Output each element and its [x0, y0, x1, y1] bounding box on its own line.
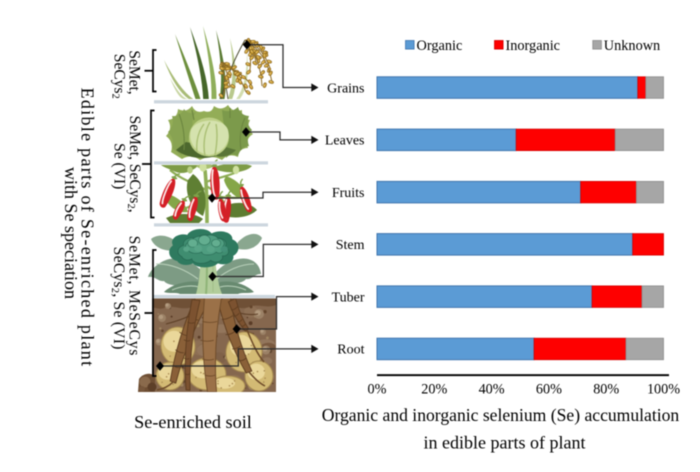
- svg-text:Stem: Stem: [336, 238, 365, 253]
- svg-text:Fruits: Fruits: [332, 186, 365, 201]
- svg-text:0%: 0%: [368, 381, 387, 397]
- svg-text:Grains: Grains: [327, 81, 364, 96]
- svg-text:60%: 60%: [536, 381, 562, 397]
- svg-text:20%: 20%: [421, 381, 447, 397]
- svg-text:in edible parts of plant: in edible parts of plant: [424, 432, 586, 452]
- svg-text:Leaves: Leaves: [325, 134, 365, 149]
- svg-text:Se (VI): Se (VI): [111, 143, 128, 189]
- svg-text:Inorganic: Inorganic: [506, 38, 561, 54]
- svg-text:SeCys2: SeCys2: [110, 54, 128, 99]
- svg-text:Organic: Organic: [417, 38, 463, 54]
- svg-text:SeMet,: SeMet,: [126, 50, 143, 94]
- svg-text:SeCys2, Se (VI): SeCys2, Se (VI): [109, 247, 127, 350]
- svg-text:with Se speciation: with Se speciation: [61, 167, 81, 299]
- svg-text:40%: 40%: [479, 381, 505, 397]
- svg-text:Tuber: Tuber: [332, 290, 365, 305]
- svg-text:Se-enriched soil: Se-enriched soil: [134, 412, 252, 432]
- svg-text:Edible parts of Se-enriched pl: Edible parts of Se-enriched plant: [78, 88, 98, 368]
- svg-text:Unknown: Unknown: [604, 38, 660, 54]
- svg-text:80%: 80%: [593, 381, 619, 397]
- svg-text:Organic and inorganic selenium: Organic and inorganic selenium (Se) accu…: [322, 405, 680, 425]
- svg-text:Root: Root: [337, 343, 364, 358]
- svg-text:SeMet, MeSeCys: SeMet, MeSeCys: [126, 236, 143, 356]
- svg-text:100%: 100%: [647, 381, 680, 397]
- svg-text:SeMet, SeCys2,: SeMet, SeCys2,: [125, 116, 143, 213]
